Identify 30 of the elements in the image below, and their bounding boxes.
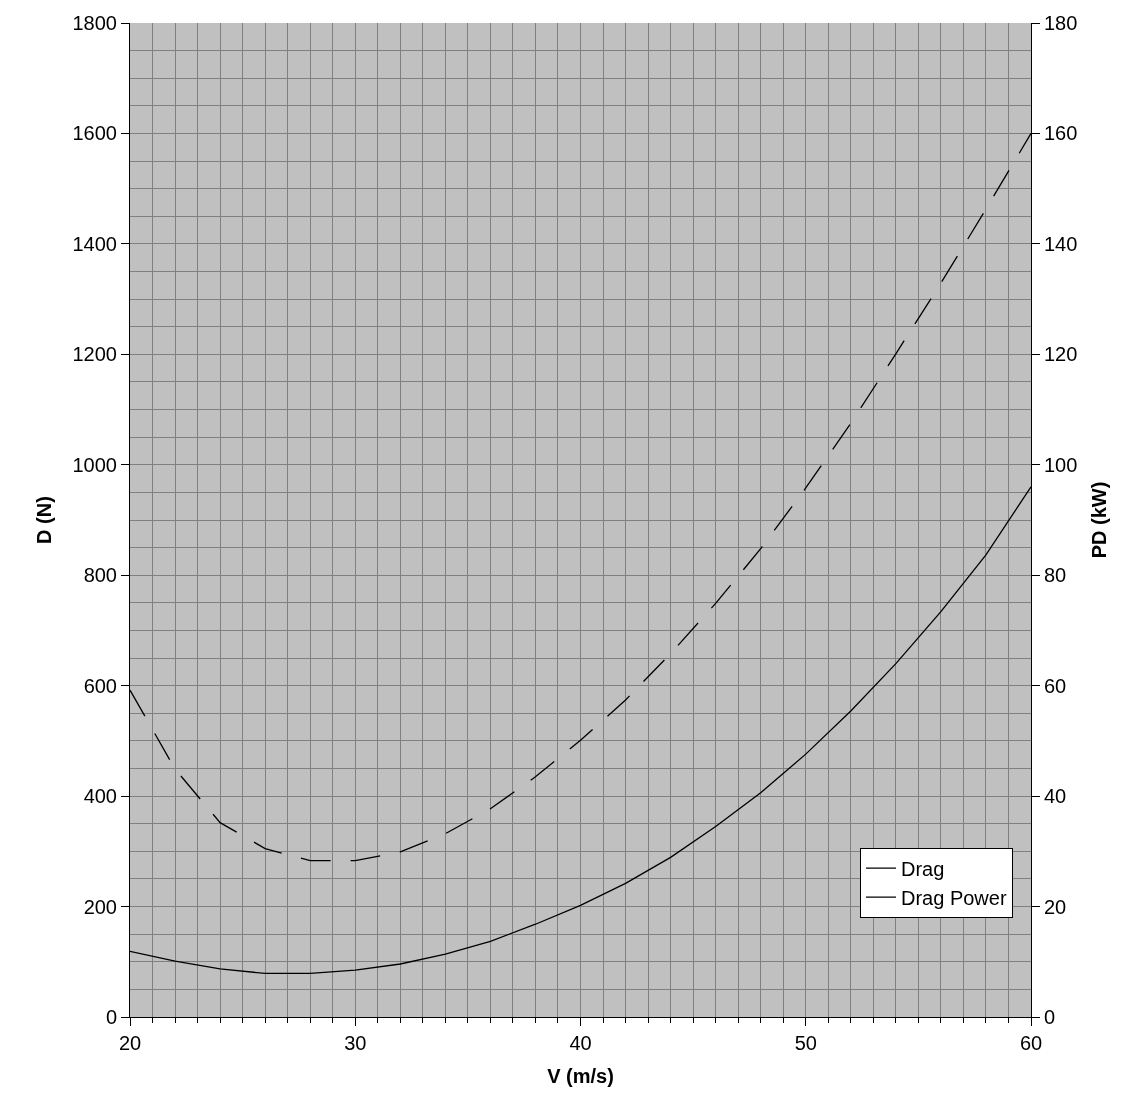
y-tick-label: 400 bbox=[83, 785, 117, 808]
y-tick-label: 1400 bbox=[72, 232, 117, 255]
y-tick-label: 800 bbox=[83, 564, 117, 587]
x-tick-label: 20 bbox=[118, 1032, 142, 1054]
y2-tick-label: 60 bbox=[1044, 674, 1067, 697]
y-tick-label: 1200 bbox=[72, 343, 117, 366]
y2-tick-label: 20 bbox=[1044, 895, 1067, 918]
y2-axis-title: PD (kW) bbox=[1087, 481, 1110, 559]
y-tick-label: 1600 bbox=[72, 122, 117, 145]
y2-tick-label: 100 bbox=[1044, 453, 1078, 476]
y-tick-label: 200 bbox=[83, 895, 117, 918]
y2-tick-label: 40 bbox=[1044, 785, 1067, 808]
y2-tick-label: 140 bbox=[1044, 232, 1078, 255]
x-axis-title: V (m/s) bbox=[547, 1064, 614, 1087]
x-tick-label: 40 bbox=[569, 1032, 592, 1054]
y-tick-label: 1000 bbox=[72, 453, 117, 476]
y2-tick-label: 180 bbox=[1044, 12, 1078, 34]
x-tick-label: 30 bbox=[344, 1032, 367, 1054]
y2-tick-label: 120 bbox=[1044, 343, 1078, 366]
legend-label: Drag Power bbox=[900, 886, 1007, 909]
y-tick-label: 0 bbox=[105, 1006, 117, 1028]
y-tick-label: 1800 bbox=[72, 12, 117, 34]
y2-tick-label: 80 bbox=[1044, 564, 1067, 587]
y2-tick-label: 160 bbox=[1044, 122, 1078, 145]
y-axis-title: D (N) bbox=[33, 496, 55, 544]
x-tick-label: 60 bbox=[1019, 1032, 1043, 1054]
legend-label: Drag bbox=[900, 857, 945, 880]
x-tick-label: 50 bbox=[794, 1032, 817, 1054]
y-tick-label: 600 bbox=[83, 674, 117, 697]
y2-tick-label: 0 bbox=[1044, 1006, 1056, 1028]
